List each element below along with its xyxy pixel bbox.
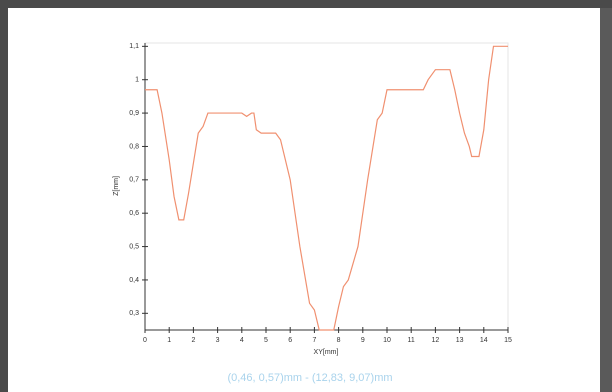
x-tick-label: 10: [383, 337, 391, 344]
x-tick-label: 0: [143, 337, 147, 344]
y-tick-label: 0,6: [129, 210, 139, 217]
y-axis-label: Z[mm]: [113, 176, 120, 196]
data-line: [145, 45, 508, 331]
panel: [8, 8, 600, 392]
x-tick-label: 3: [216, 337, 220, 344]
y-tick-label: 0,7: [129, 177, 139, 184]
x-tick-label: 2: [191, 337, 195, 344]
y-tick-label: 0,4: [129, 277, 139, 284]
y-tick-label: 0,5: [129, 243, 139, 250]
x-tick-label: 12: [432, 337, 440, 344]
y-tick-label: 1,1: [129, 43, 139, 50]
y-tick-label: 0,9: [129, 110, 139, 117]
y-tick-label: 0,8: [129, 143, 139, 150]
x-tick-label: 7: [312, 337, 316, 344]
x-tick-label: 13: [456, 337, 464, 344]
x-tick-label: 5: [264, 337, 268, 344]
subtitle: (0,46, 0,57)mm - (12,83, 9,07)mm: [227, 372, 392, 384]
scroll-strip: [600, 8, 612, 392]
x-tick-label: 9: [361, 337, 365, 344]
x-tick-label: 1: [167, 337, 171, 344]
x-tick-label: 15: [504, 337, 512, 344]
y-tick-label: 0,3: [129, 310, 139, 317]
x-tick-label: 11: [408, 337, 415, 344]
x-tick-label: 4: [240, 337, 244, 344]
y-tick-label: 1: [135, 77, 139, 84]
x-tick-label: 6: [288, 337, 292, 344]
x-axis-label: XY[mm]: [314, 349, 339, 356]
x-tick-label: 8: [337, 337, 341, 344]
x-tick-label: 14: [480, 337, 488, 344]
